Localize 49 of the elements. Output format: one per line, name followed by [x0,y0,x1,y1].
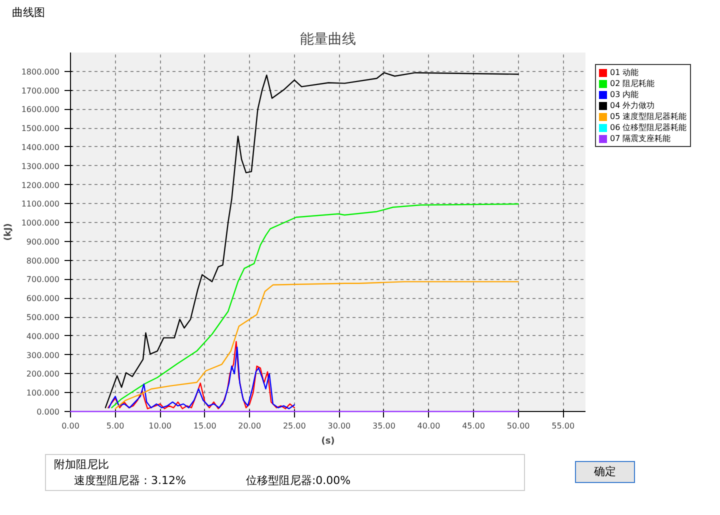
x-tick-label: 45.00 [462,422,485,430]
x-tick-label: 35.00 [372,422,396,430]
x-tick-label: 0.00 [62,422,80,430]
y-axis-title: (kJ) [3,223,14,241]
x-tick-label: 15.00 [193,422,216,430]
y-tick-label: 0.000 [36,408,60,416]
line-series [104,72,519,408]
x-tick-label: 50.00 [506,422,530,430]
line-series [114,281,519,410]
y-tick-label: 400.000 [26,332,60,341]
x-tick-label: 20.00 [238,422,262,430]
legend-label: 01 动能 [609,67,640,78]
legend-label: 05 速度型阻尼器耗能 [609,111,687,122]
text: 速度型阻尼器：3.12% [74,474,186,487]
legend-label: 02 阻尼耗能 [609,78,656,89]
y-tick-label: 1500.000 [21,124,60,134]
text: 曲线图 [12,5,45,21]
legend-label: 03 内能 [609,89,640,100]
y-tick-label: 1100.000 [21,200,60,209]
x-tick-label: 10.00 [148,422,172,430]
y-tick-label: 1700.000 [21,86,60,96]
y-tick-label: 1400.000 [21,142,60,152]
x-tick-label: 40.00 [417,422,440,430]
x-tick-label: 55.00 [552,422,575,430]
chart-title: 能量曲线 [300,32,356,48]
y-tick-label: 500.000 [26,313,60,322]
y-tick-label: 1200.000 [21,180,60,190]
y-tick-label: 600.000 [26,294,60,304]
legend-label: 04 外力做功 [609,100,656,111]
text: 附加阻尼比 [54,457,110,473]
text: 位移型阻尼器:0.00% [246,474,351,487]
y-tick-label: 1600.000 [21,105,60,114]
legend-label: 07 隔震支座耗能 [609,133,672,144]
text: 确定 [575,461,635,483]
y-tick-label: 100.000 [26,388,60,398]
y-tick-label: 1000.000 [21,218,60,228]
x-tick-label: 25.00 [282,422,306,430]
y-tick-label: 700.000 [26,275,60,284]
y-tick-label: 200.000 [26,370,60,379]
y-tick-label: 800.000 [26,256,60,266]
y-tick-label: 1300.000 [21,162,60,171]
x-tick-label: 30.00 [328,422,351,430]
y-tick-label: 1800.000 [21,67,60,76]
x-axis-title: (s) [321,436,335,446]
y-tick-label: 300.000 [26,350,60,360]
y-tick-label: 900.000 [26,237,60,246]
line-series [111,203,519,408]
legend-label: 06 位移型阻尼器耗能 [609,122,687,133]
x-tick-label: 5.00 [106,422,124,430]
